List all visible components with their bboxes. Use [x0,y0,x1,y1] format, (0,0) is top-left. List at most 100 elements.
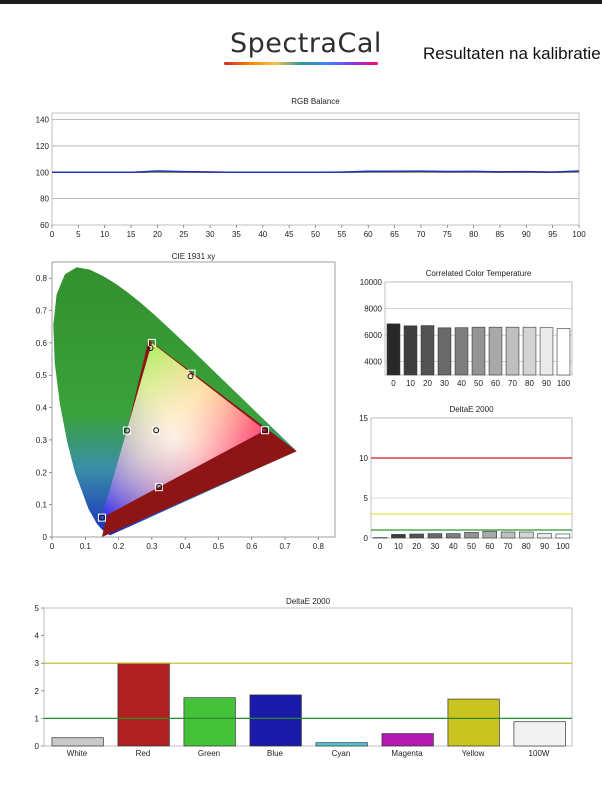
x-tick-label: 100W [529,749,550,758]
x-tick-label: 0.7 [279,542,291,551]
y-tick-label: 8000 [364,305,382,314]
x-tick-label: 10 [406,379,415,388]
bar [454,327,469,376]
x-tick-label: 90 [542,379,551,388]
bar [391,534,406,539]
x-tick-label: 25 [179,230,188,239]
x-tick-label: 10 [100,230,109,239]
bar [539,327,554,376]
x-tick-label: 60 [364,230,373,239]
x-tick-label: 50 [467,542,476,551]
y-tick-label: 5 [35,604,40,613]
y-tick-label: 6000 [364,331,382,340]
deltae-color-chart: DeltaE 2000 0 1 2 3 4 5 White Red Green Blue Cyan Ma… [35,597,573,758]
x-tick-label: 40 [258,230,267,239]
target-marker [154,483,163,492]
x-tick-label: 95 [548,230,557,239]
y-tick-label: 5 [364,494,369,503]
y-tick-label: 1 [35,714,40,723]
chart-title: DeltaE 2000 [286,597,331,606]
spectracal-logo: SpectraCal [222,28,382,70]
bar [427,533,443,539]
x-tick-label: 0.1 [80,542,92,551]
deltae-grayscale-chart: DeltaE 2000 0 5 10 15 0 10 20 30 40 50 60 70 80 90 100 [359,405,573,551]
y-tick-label: 80 [40,195,49,204]
x-tick-label: Red [136,749,151,758]
bar [445,533,461,539]
x-tick-label: 60 [491,379,500,388]
y-tick-label: 0 [43,533,48,542]
bar [437,327,452,376]
y-tick-label: 0 [35,742,40,751]
bar [464,532,479,539]
x-tick-label: Cyan [332,749,351,758]
x-tick-label: 0.3 [146,542,158,551]
x-tick-label: 70 [504,542,513,551]
measured-point [123,427,130,434]
x-tick-label: 100 [556,542,570,551]
bar [471,326,486,376]
cct-chart: Correlated Color Temperature 4000 6000 8000… [360,269,573,388]
x-tick-label: 65 [390,230,399,239]
chart-title: RGB Balance [291,97,340,106]
x-tick-label: 15 [127,230,136,239]
y-tick-label: 60 [40,221,49,230]
top-border [0,0,602,4]
x-tick-label: 0 [50,230,55,239]
y-tick-label: 10 [359,454,368,463]
x-tick-label: 0 [391,379,396,388]
x-tick-label: White [67,749,88,758]
x-tick-label: 30 [440,379,449,388]
y-tick-label: 0.5 [36,371,48,380]
bar [482,530,498,539]
chart-title: CIE 1931 xy [172,252,216,261]
x-tick-label: Blue [267,749,284,758]
measured-point [156,483,163,490]
measured-point [147,345,154,352]
x-tick-label: 50 [474,379,483,388]
x-tick-label: Yellow [462,749,485,758]
bar [249,694,302,747]
y-tick-label: 0 [364,534,369,543]
x-tick-label: 90 [522,230,531,239]
y-tick-label: 15 [359,414,368,423]
y-tick-label: 4000 [364,358,382,367]
bar [403,325,418,376]
x-tick-label: 45 [285,230,294,239]
x-tick-label: 70 [416,230,425,239]
bar [488,326,503,376]
y-tick-label: 0.6 [36,339,48,348]
x-tick-label: 0.4 [180,542,192,551]
rgb-balance-chart: RGB Balance 60 80 100 120 140 0 5 10 15 20 25 30 35 40… [36,97,587,239]
x-tick-label: 35 [232,230,241,239]
bar [381,733,434,747]
bar [117,662,170,747]
x-tick-label: 0 [378,542,383,551]
bar [500,531,516,539]
x-tick-label: 0.5 [213,542,225,551]
x-tick-label: 75 [443,230,452,239]
y-tick-label: 0.1 [36,501,48,510]
y-tick-label: 0.8 [36,274,48,283]
x-tick-label: 0 [50,542,55,551]
series-line-2 [52,170,580,173]
bar [51,737,104,747]
y-tick-label: 0.2 [36,468,48,477]
y-tick-label: 10000 [360,278,383,287]
x-tick-label: 100 [572,230,586,239]
target-gamut-white [101,342,266,518]
x-tick-label: 5 [76,230,81,239]
target-marker [122,426,131,435]
y-tick-label: 3 [35,659,40,668]
measured-point [262,427,269,434]
logo-text: SpectraCal [230,28,382,59]
bar [556,328,571,376]
x-tick-label: Magenta [391,749,423,758]
plot-area [51,112,580,226]
y-tick-label: 0.3 [36,436,48,445]
x-tick-label: 55 [337,230,346,239]
plot-area [370,417,573,539]
x-tick-label: 50 [311,230,320,239]
bar [513,721,566,747]
x-tick-label: 20 [153,230,162,239]
